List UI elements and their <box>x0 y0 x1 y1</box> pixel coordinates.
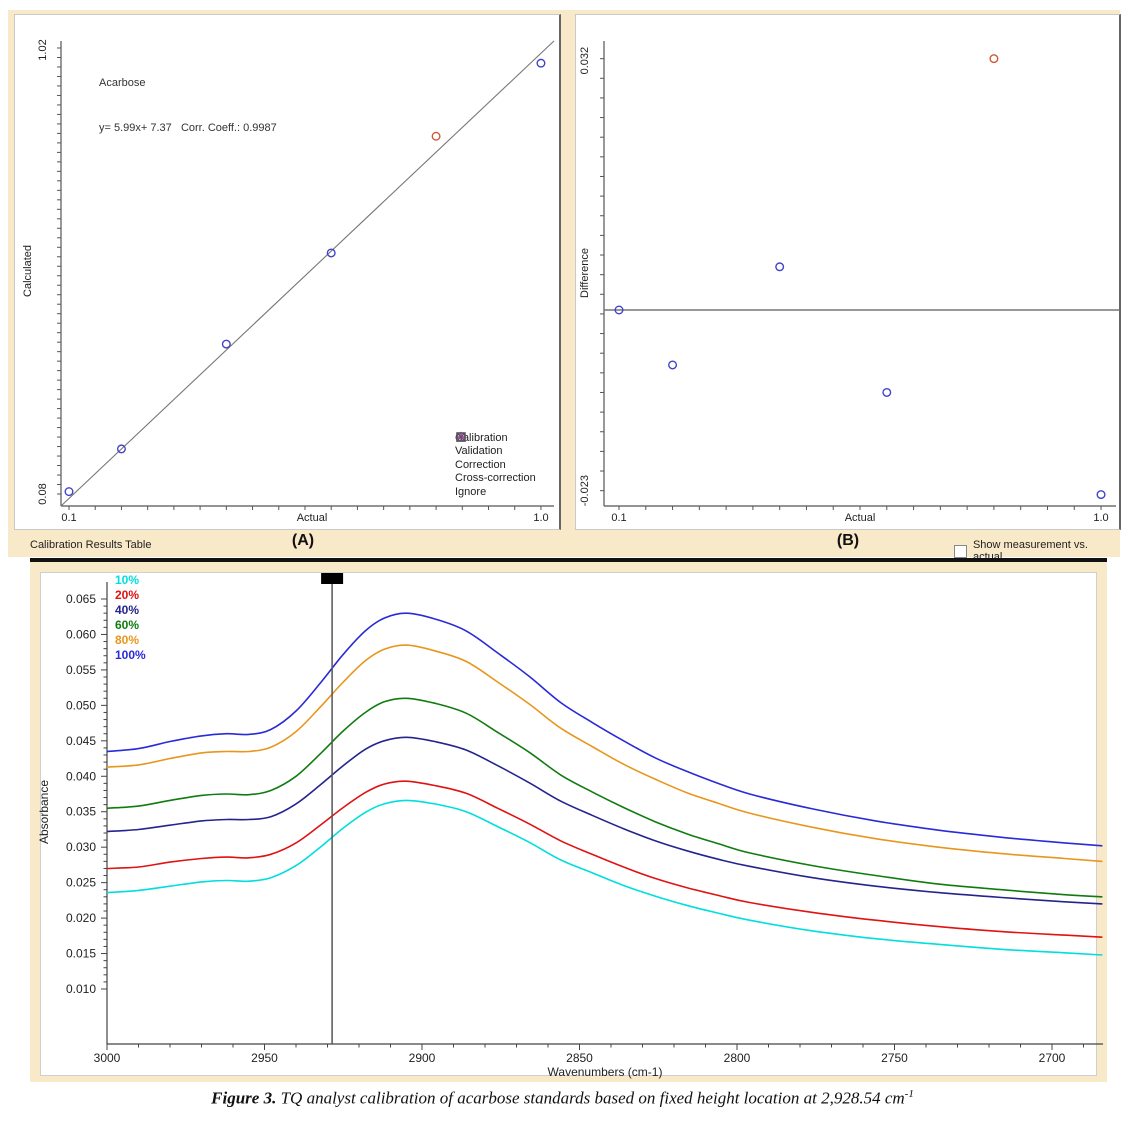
data-points <box>614 54 1106 500</box>
x-tick-label: 2700 <box>1039 1051 1066 1065</box>
spectra-legend-item: 60% <box>115 618 140 632</box>
axes: 0.065 0.060 0.055 0.050 0.045 0.040 0.035 0.030… <box>37 582 1103 1079</box>
spectra-legend-item: 20% <box>115 588 140 602</box>
y-tick-label: 0.060 <box>66 627 96 641</box>
legend-item: Validation <box>455 433 536 459</box>
spectra-panel: 0.065 0.060 0.055 0.050 0.045 0.040 0.035 0.030… <box>30 558 1107 1082</box>
panel-b-letter: (B) <box>836 532 860 549</box>
y-tick-label: 0.030 <box>66 840 96 854</box>
x-first-tick-label: 0.1 <box>61 512 76 524</box>
calibration-plot-panel: 1.02 0.08 Calculated 0.1 1.0 Actual Acarbose … <box>14 14 561 530</box>
spectra-legend-item: 40% <box>115 603 140 617</box>
crossed-square-marker-icon <box>456 432 466 442</box>
spectrum-curve-10% <box>106 799 1103 956</box>
spectrum-curve-20% <box>106 780 1103 938</box>
y-tick-label: 0.050 <box>66 698 96 712</box>
spectrum-curve-80% <box>106 644 1103 863</box>
y-tick-label: 0.015 <box>66 947 96 961</box>
calibration-scatter-chart: 1.02 0.08 Calculated 0.1 1.0 Actual <box>22 39 555 524</box>
x-first-tick-label: 0.1 <box>611 512 626 524</box>
x-tick-label: 2850 <box>566 1051 593 1065</box>
spectrum-curve-40% <box>106 736 1103 905</box>
legend-item: Calibration <box>455 431 536 445</box>
y-axis-title: Absorbance <box>37 780 51 844</box>
y-tick-label: 0.045 <box>66 734 96 748</box>
x-tick-label: 3000 <box>94 1051 121 1065</box>
plot-annotation: Acarbose y= 5.99x+ 7.37 Corr. Coeff.: 0.… <box>99 46 277 166</box>
y-min-tick-label: 0.08 <box>37 483 49 504</box>
plot-title: Acarbose <box>99 77 146 89</box>
peak-marker-handle[interactable] <box>321 573 344 584</box>
figure-caption: Figure 3. TQ analyst calibration of acar… <box>0 1088 1125 1109</box>
legend-item-label: Validation <box>455 445 503 458</box>
show-measurement-checkbox[interactable] <box>954 544 967 558</box>
difference-scatter-chart: 0.032 -0.023 Difference 0.1 1.0 Actual <box>579 41 1119 524</box>
x-axis-title: Actual <box>845 512 876 524</box>
y-axis-title: Difference <box>579 248 591 298</box>
x-last-tick-label: 1.0 <box>1093 512 1108 524</box>
y-tick-label: 0.025 <box>66 876 96 890</box>
x-tick-label: 2900 <box>409 1051 436 1065</box>
legend-item: Ignore <box>455 432 536 499</box>
legend-item-label: Calibration <box>455 431 508 444</box>
y-max-tick-label: 1.02 <box>37 39 49 60</box>
tq-analyst-panels-section: 1.02 0.08 Calculated 0.1 1.0 Actual Acarbose … <box>8 10 1121 563</box>
data-points <box>64 58 546 497</box>
x-last-tick-label: 1.0 <box>533 512 548 524</box>
spectra-legend: 10% 20% 40% 60% 80% 100% <box>115 573 146 663</box>
spectra-curves <box>106 612 1103 956</box>
calibration-legend: Calibration Validation Correction Cross-cor… <box>455 431 536 499</box>
x-axis-title: Actual <box>297 512 328 524</box>
legend-item: Cross-correction <box>455 432 536 486</box>
spectrum-curve-100% <box>106 612 1103 847</box>
difference-plot-panel: 0.032 -0.023 Difference 0.1 1.0 Actual <box>575 14 1121 530</box>
legend-item: Correction <box>455 431 536 472</box>
x-tick-label: 2950 <box>251 1051 278 1065</box>
x-tick-label: 2800 <box>724 1051 751 1065</box>
y-min-tick-label: -0.023 <box>579 475 591 506</box>
figure-caption-text: TQ analyst calibration of acarbose stand… <box>276 1088 905 1108</box>
calibration-results-table-label[interactable]: Calibration Results Table <box>30 539 152 551</box>
y-axis-title: Calculated <box>22 245 34 297</box>
spectrum-curve-60% <box>106 697 1103 898</box>
spectra-legend-item: 100% <box>115 648 146 662</box>
spectra-plot-area <box>40 572 1097 1076</box>
y-tick-label: 0.020 <box>66 911 96 925</box>
legend-item-label: Cross-correction <box>455 472 536 485</box>
y-tick-label: 0.065 <box>66 592 96 606</box>
axes: 1.02 0.08 Calculated 0.1 1.0 Actual <box>22 39 554 524</box>
legend-item-label: Ignore <box>455 485 487 498</box>
legend-item-label: Correction <box>455 458 506 471</box>
spectra-legend-item: 80% <box>115 633 140 647</box>
y-tick-label: 0.040 <box>66 769 96 783</box>
x-tick-label: 2750 <box>881 1051 908 1065</box>
y-max-tick-label: 0.032 <box>579 47 591 75</box>
y-tick-label: 0.055 <box>66 663 96 677</box>
show-measurement-checkbox-row: Show measurement vs. actual <box>954 539 1120 563</box>
panel-a-letter: (A) <box>291 532 315 549</box>
axes: 0.032 -0.023 Difference 0.1 1.0 Actual <box>579 41 1116 524</box>
x-axis-title: Wavenumbers (cm-1) <box>548 1065 663 1079</box>
figure-caption-superscript: -1 <box>904 1088 914 1100</box>
y-tick-label: 0.035 <box>66 805 96 819</box>
spectra-chart: 0.065 0.060 0.055 0.050 0.045 0.040 0.035 0.030… <box>37 573 1103 1079</box>
figure-caption-number: Figure 3. <box>211 1088 277 1108</box>
y-tick-label: 0.010 <box>66 982 96 996</box>
peak-marker <box>321 573 344 1044</box>
fit-line <box>60 40 555 507</box>
plot-equation: y= 5.99x+ 7.37 Corr. Coeff.: 0.9987 <box>99 122 277 134</box>
spectra-legend-item: 10% <box>115 573 140 587</box>
